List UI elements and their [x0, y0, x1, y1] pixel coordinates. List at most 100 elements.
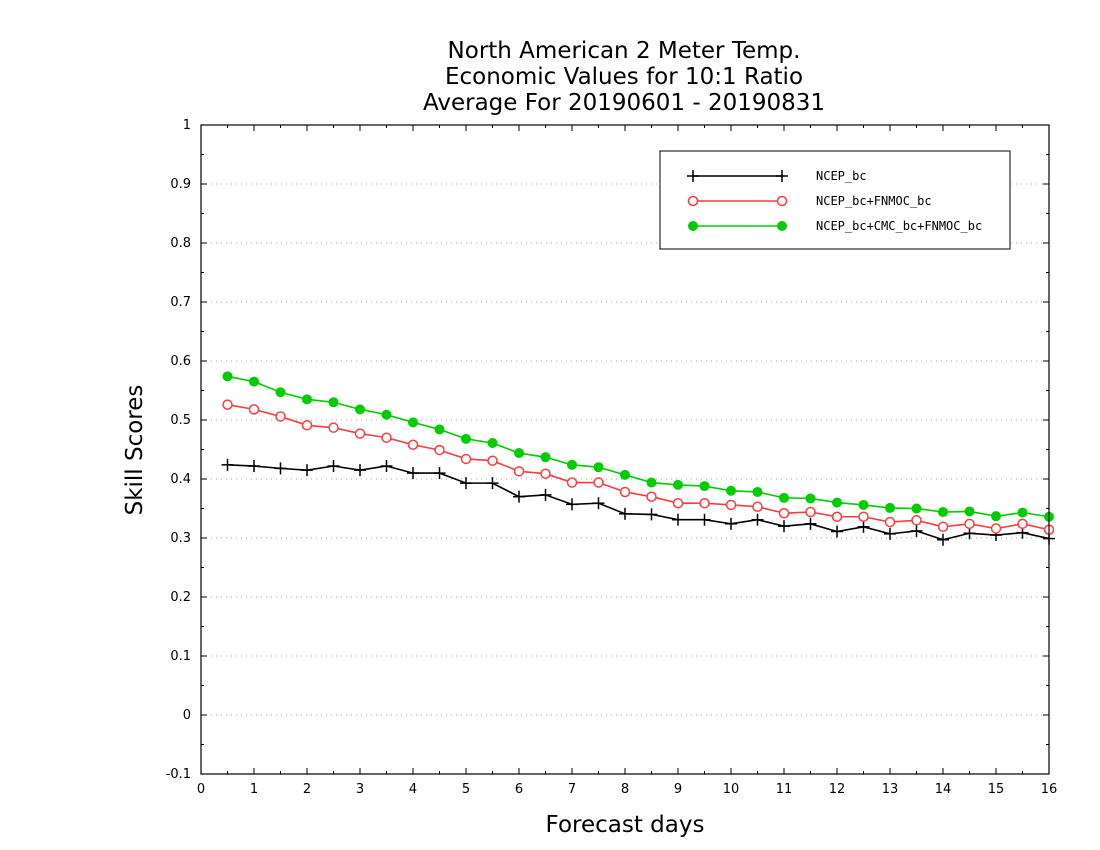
data-point: [567, 459, 577, 470]
data-point: [645, 508, 658, 521]
data-point: [592, 497, 605, 510]
y-tick-label: 0.4: [170, 472, 191, 487]
data-point: [911, 515, 922, 526]
data-point: [514, 448, 524, 459]
data-point: [540, 452, 551, 463]
data-point: [460, 477, 472, 490]
data-point: [593, 477, 604, 488]
data-point: [327, 460, 340, 473]
y-tick-label: 0.8: [170, 236, 191, 251]
data-point: [884, 516, 896, 528]
data-point: [275, 387, 286, 398]
data-point: [779, 492, 789, 503]
data-point: [725, 499, 737, 511]
data-point: [726, 485, 736, 496]
legend: NCEP_bc NCEP_bc+FNMOC_bc NCEP_bc+CMC_bc+FN…: [659, 150, 1011, 250]
data-point: [619, 507, 631, 520]
data-point: [301, 464, 313, 477]
data-point: [963, 527, 976, 540]
data-point: [805, 493, 816, 504]
data-point: [434, 424, 445, 435]
data-point: [646, 477, 657, 488]
y-tick-label: 1: [183, 118, 191, 133]
y-axis-label: Skill Scores: [122, 385, 148, 516]
data-point: [275, 411, 286, 422]
x-tick-label: 1: [250, 782, 258, 797]
data-point: [672, 513, 684, 526]
data-point: [672, 497, 684, 509]
data-point: [752, 501, 763, 512]
data-point: [857, 520, 870, 533]
x-tick-label: 14: [935, 782, 952, 797]
data-point: [698, 513, 711, 526]
data-point: [646, 491, 657, 502]
data-point: [354, 464, 366, 477]
legend-marker: [688, 221, 698, 231]
data-point: [407, 467, 419, 480]
data-point: [460, 453, 472, 465]
legend-marker: [687, 195, 699, 207]
data-point: [566, 477, 578, 488]
data-point: [381, 409, 392, 420]
x-tick-label: 9: [674, 782, 682, 797]
data-point: [1017, 518, 1028, 530]
data-point: [831, 525, 843, 538]
data-point: [911, 503, 922, 514]
x-tick-label: 11: [776, 782, 793, 797]
y-tick-label: 0: [183, 708, 191, 723]
data-point: [381, 432, 392, 443]
data-point: [751, 513, 764, 526]
legend-marker: [776, 195, 788, 207]
title-line-1: North American 2 Meter Temp.: [448, 38, 801, 64]
gridlines: [201, 183, 1049, 716]
data-point: [937, 521, 949, 533]
legend-label: NCEP_bc+FNMOC_bc: [816, 194, 932, 208]
data-point: [513, 490, 525, 503]
series-line-2: [227, 403, 1050, 531]
data-point: [248, 404, 260, 415]
data-point: [937, 533, 949, 546]
data-point: [752, 486, 763, 497]
legend-marker: [777, 221, 787, 231]
series-line-3: [227, 375, 1050, 518]
x-tick-label: 0: [197, 782, 205, 797]
x-tick-label: 3: [356, 782, 364, 797]
legend-label: NCEP_bc+CMC_bc+FNMOC_bc: [816, 219, 982, 233]
title-line-3: Average For 20190601 - 20190831: [423, 90, 825, 116]
data-point: [938, 507, 948, 518]
data-point: [461, 433, 471, 444]
x-axis-ticks: 0 1 2 3 4 5 6 7 8 9 10 11 12 13 14 15 16: [197, 125, 1057, 797]
data-point: [249, 376, 259, 387]
y-tick-label: 0.1: [170, 649, 191, 664]
chart-title: North American 2 Meter Temp. Economic Va…: [423, 38, 825, 116]
data-point: [221, 458, 234, 471]
data-point: [355, 404, 365, 415]
y-tick-label: 0.3: [170, 531, 191, 546]
y-tick-label: 0.2: [170, 590, 191, 605]
series-line-1: [227, 464, 1050, 541]
y-tick-label: 0.9: [170, 177, 191, 192]
y-tick-label: 0.7: [170, 295, 191, 310]
data-point: [964, 506, 975, 517]
data-point: [380, 460, 393, 473]
data-point: [805, 506, 816, 518]
data-point: [885, 502, 895, 513]
data-point: [328, 422, 339, 433]
data-point: [513, 466, 525, 477]
data-point: [301, 420, 313, 431]
data-point: [990, 523, 1002, 534]
data-point: [699, 497, 710, 509]
data-point: [673, 479, 683, 490]
series-layer: [221, 371, 1055, 546]
data-point: [486, 477, 499, 490]
x-tick-label: 13: [882, 782, 899, 797]
data-point: [620, 469, 630, 480]
data-point: [832, 497, 842, 508]
data-point: [778, 520, 790, 533]
y-tick-label: 0.6: [170, 354, 191, 369]
legend-marker: [776, 170, 788, 182]
data-point: [593, 462, 604, 473]
legend-label: NCEP_bc: [816, 169, 867, 183]
data-point: [248, 460, 260, 473]
